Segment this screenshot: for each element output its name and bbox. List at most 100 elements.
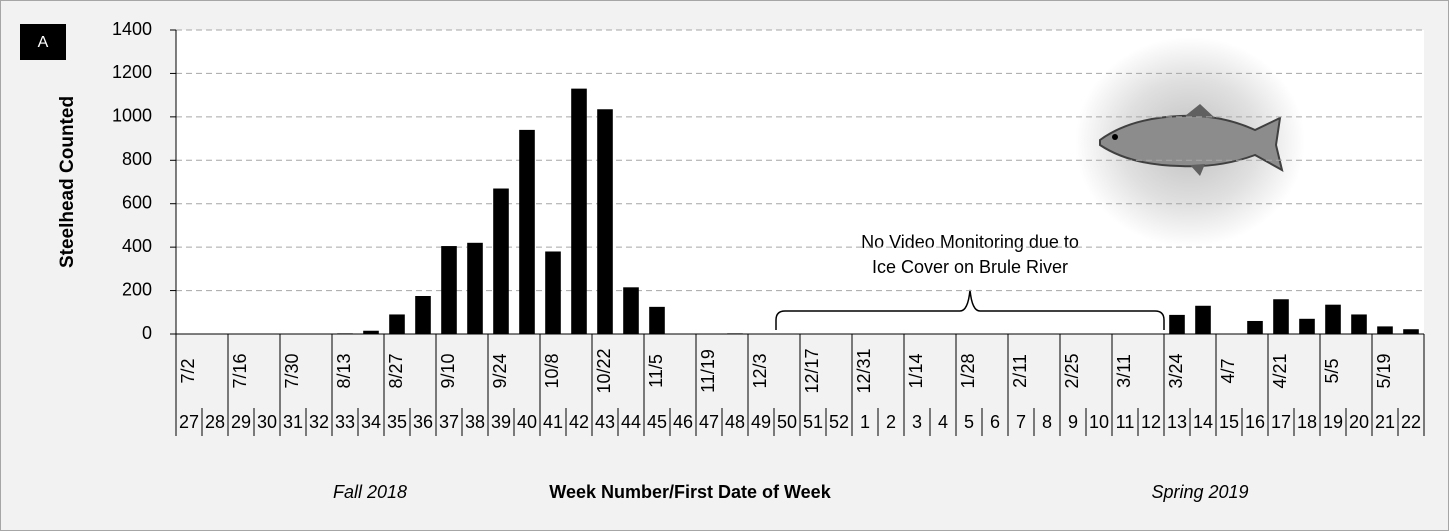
x-tick-label: 31 [283, 412, 303, 432]
x-tick-label: 8 [1042, 412, 1052, 432]
bar [493, 189, 509, 334]
y-tick-label: 1400 [112, 19, 152, 39]
x-tick-label: 49 [751, 412, 771, 432]
x-tick-label: 38 [465, 412, 485, 432]
x-tick-label: 34 [361, 412, 381, 432]
y-tick-label: 0 [142, 323, 152, 343]
x-tick-label: 43 [595, 412, 615, 432]
x-tick-label: 29 [231, 412, 251, 432]
date-label: 8/13 [334, 353, 354, 388]
bar [571, 89, 587, 334]
group-label: Fall 2018 [333, 482, 407, 502]
x-tick-label: 9 [1068, 412, 1078, 432]
date-label: 4/21 [1270, 353, 1290, 388]
bar [597, 109, 613, 334]
bar [1247, 321, 1263, 334]
x-tick-label: 44 [621, 412, 641, 432]
bar [389, 314, 405, 334]
annotation: No Video Monitoring due to [861, 232, 1079, 252]
x-tick-label: 16 [1245, 412, 1265, 432]
date-label: 8/27 [386, 353, 406, 388]
panel-label: A [38, 34, 49, 51]
date-label: 7/16 [230, 353, 250, 388]
x-tick-label: 35 [387, 412, 407, 432]
x-tick-label: 51 [803, 412, 823, 432]
x-tick-label: 4 [938, 412, 948, 432]
x-tick-label: 11 [1116, 412, 1135, 432]
x-tick-label: 2 [886, 412, 896, 432]
bar [415, 296, 431, 334]
bar [623, 287, 639, 334]
bar [545, 251, 561, 334]
x-tick-label: 45 [647, 412, 667, 432]
date-label: 1/14 [906, 353, 926, 388]
date-label: 10/8 [542, 353, 562, 388]
bar [1351, 314, 1367, 334]
x-tick-label: 37 [439, 412, 459, 432]
x-tick-label: 40 [517, 412, 537, 432]
y-tick-label: 1200 [112, 62, 152, 82]
fish-illustration [1075, 37, 1305, 247]
x-tick-label: 7 [1016, 412, 1026, 432]
y-tick-label: 400 [122, 236, 152, 256]
x-tick-label: 21 [1375, 412, 1395, 432]
y-tick-label: 200 [122, 279, 152, 299]
x-tick-label: 42 [569, 412, 589, 432]
bar [467, 243, 483, 334]
x-tick-label: 13 [1167, 412, 1187, 432]
x-tick-label: 52 [829, 412, 849, 432]
x-tick-label: 50 [777, 412, 797, 432]
date-label: 2/25 [1062, 353, 1082, 388]
bar [649, 307, 665, 334]
bar [441, 246, 457, 334]
bar [1299, 319, 1315, 334]
bar [1273, 299, 1289, 334]
x-tick-label: 33 [335, 412, 355, 432]
bar [1403, 329, 1419, 334]
date-label: 3/11 [1114, 354, 1134, 388]
x-axis-label: Week Number/First Date of Week [549, 482, 831, 502]
annotation: Ice Cover on Brule River [872, 257, 1068, 277]
date-label: 2/11 [1010, 354, 1030, 388]
x-tick-label: 46 [673, 412, 693, 432]
date-label: 7/2 [178, 358, 198, 383]
y-tick-label: 600 [122, 192, 152, 212]
bar [1377, 326, 1393, 334]
x-tick-label: 1 [860, 412, 870, 432]
date-label: 7/30 [282, 353, 302, 388]
date-label: 10/22 [594, 348, 614, 393]
x-tick-label: 27 [179, 412, 199, 432]
bar [1169, 315, 1185, 334]
x-tick-label: 28 [205, 412, 225, 432]
x-tick-label: 48 [725, 412, 745, 432]
x-tick-label: 6 [990, 412, 1000, 432]
date-label: 12/31 [854, 348, 874, 393]
bar [1195, 306, 1211, 334]
x-tick-label: 41 [543, 412, 563, 432]
date-label: 11/19 [698, 349, 718, 393]
group-label: Spring 2019 [1151, 482, 1248, 502]
x-tick-label: 17 [1271, 412, 1291, 432]
bar [519, 130, 535, 334]
chart: A Steelhead Counted Week Number/First Da… [0, 0, 1449, 531]
y-tick-label: 800 [122, 149, 152, 169]
x-tick-label: 20 [1349, 412, 1369, 432]
x-tick-label: 10 [1089, 412, 1109, 432]
y-tick-label: 1000 [112, 106, 152, 126]
date-label: 12/17 [802, 348, 822, 393]
date-label: 11/5 [646, 354, 666, 388]
date-label: 12/3 [750, 353, 770, 388]
bar [363, 331, 379, 334]
x-tick-label: 47 [699, 412, 719, 432]
date-label: 4/7 [1218, 358, 1238, 383]
bar [727, 333, 743, 334]
x-tick-label: 18 [1297, 412, 1317, 432]
x-tick-label: 39 [491, 412, 511, 432]
x-tick-label: 22 [1401, 412, 1421, 432]
x-tick-label: 5 [964, 412, 974, 432]
date-label: 3/24 [1166, 353, 1186, 388]
bar [337, 333, 353, 334]
bar [1325, 305, 1341, 334]
x-tick-label: 15 [1219, 412, 1239, 432]
x-tick-label: 19 [1323, 412, 1343, 432]
